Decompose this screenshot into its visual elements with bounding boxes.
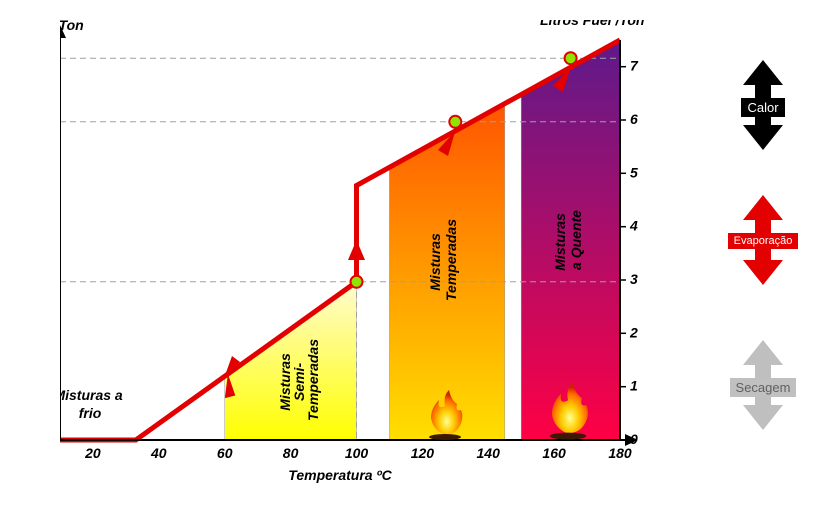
region-label-frio: Misturas a frio bbox=[60, 387, 127, 421]
x-tick-label: 40 bbox=[150, 445, 167, 461]
data-point bbox=[449, 116, 461, 128]
x-tick-label: 60 bbox=[217, 445, 233, 461]
x-tick-label: 120 bbox=[411, 445, 435, 461]
chart-svg: 20 40 60 80 100 120 140 160 180 0 5 10 1… bbox=[60, 20, 700, 500]
legend-label: Secagem bbox=[730, 378, 797, 397]
legend-item-secagem: Secagem bbox=[708, 340, 818, 430]
legend-item-calor: Calor bbox=[708, 60, 818, 150]
x-tick-label: 180 bbox=[608, 445, 632, 461]
data-point bbox=[565, 52, 577, 64]
y-right-tick-label: 5 bbox=[630, 164, 638, 180]
x-tick-label: 160 bbox=[542, 445, 566, 461]
y-right-tick-label: 4 bbox=[629, 218, 638, 234]
region-label-quente: Misturas a Quente bbox=[552, 209, 584, 270]
line-arrow bbox=[348, 240, 365, 260]
x-tick-label: 140 bbox=[477, 445, 501, 461]
x-axis-title: Temperatura ºC bbox=[288, 467, 392, 483]
y-right-tick-label: 7 bbox=[630, 58, 639, 74]
x-tick-label: 20 bbox=[84, 445, 101, 461]
y-right-tick-label: 0 bbox=[630, 431, 638, 447]
y-right-tick-label: 2 bbox=[629, 324, 638, 340]
side-legend: Calor Evaporação Secagem bbox=[708, 60, 818, 480]
x-tick-label: 80 bbox=[283, 445, 299, 461]
legend-label: Calor bbox=[741, 98, 784, 117]
y-axis-right-title: Litros Fuel /Ton bbox=[540, 20, 644, 28]
region-label-temperadas: Misturas Temperadas bbox=[427, 219, 459, 301]
y-axis-left-title: kgCO₂/Ton bbox=[60, 20, 84, 33]
data-point bbox=[351, 276, 363, 288]
legend-label: Evaporação bbox=[728, 233, 799, 249]
y-right-tick-label: 3 bbox=[630, 271, 638, 287]
y-right-tick-label: 1 bbox=[630, 378, 638, 394]
legend-item-evaporacao: Evaporação bbox=[708, 195, 818, 285]
chart-container: 20 40 60 80 100 120 140 160 180 0 5 10 1… bbox=[60, 20, 700, 480]
y-right-tick-label: 6 bbox=[630, 111, 638, 127]
x-tick-label: 100 bbox=[345, 445, 369, 461]
